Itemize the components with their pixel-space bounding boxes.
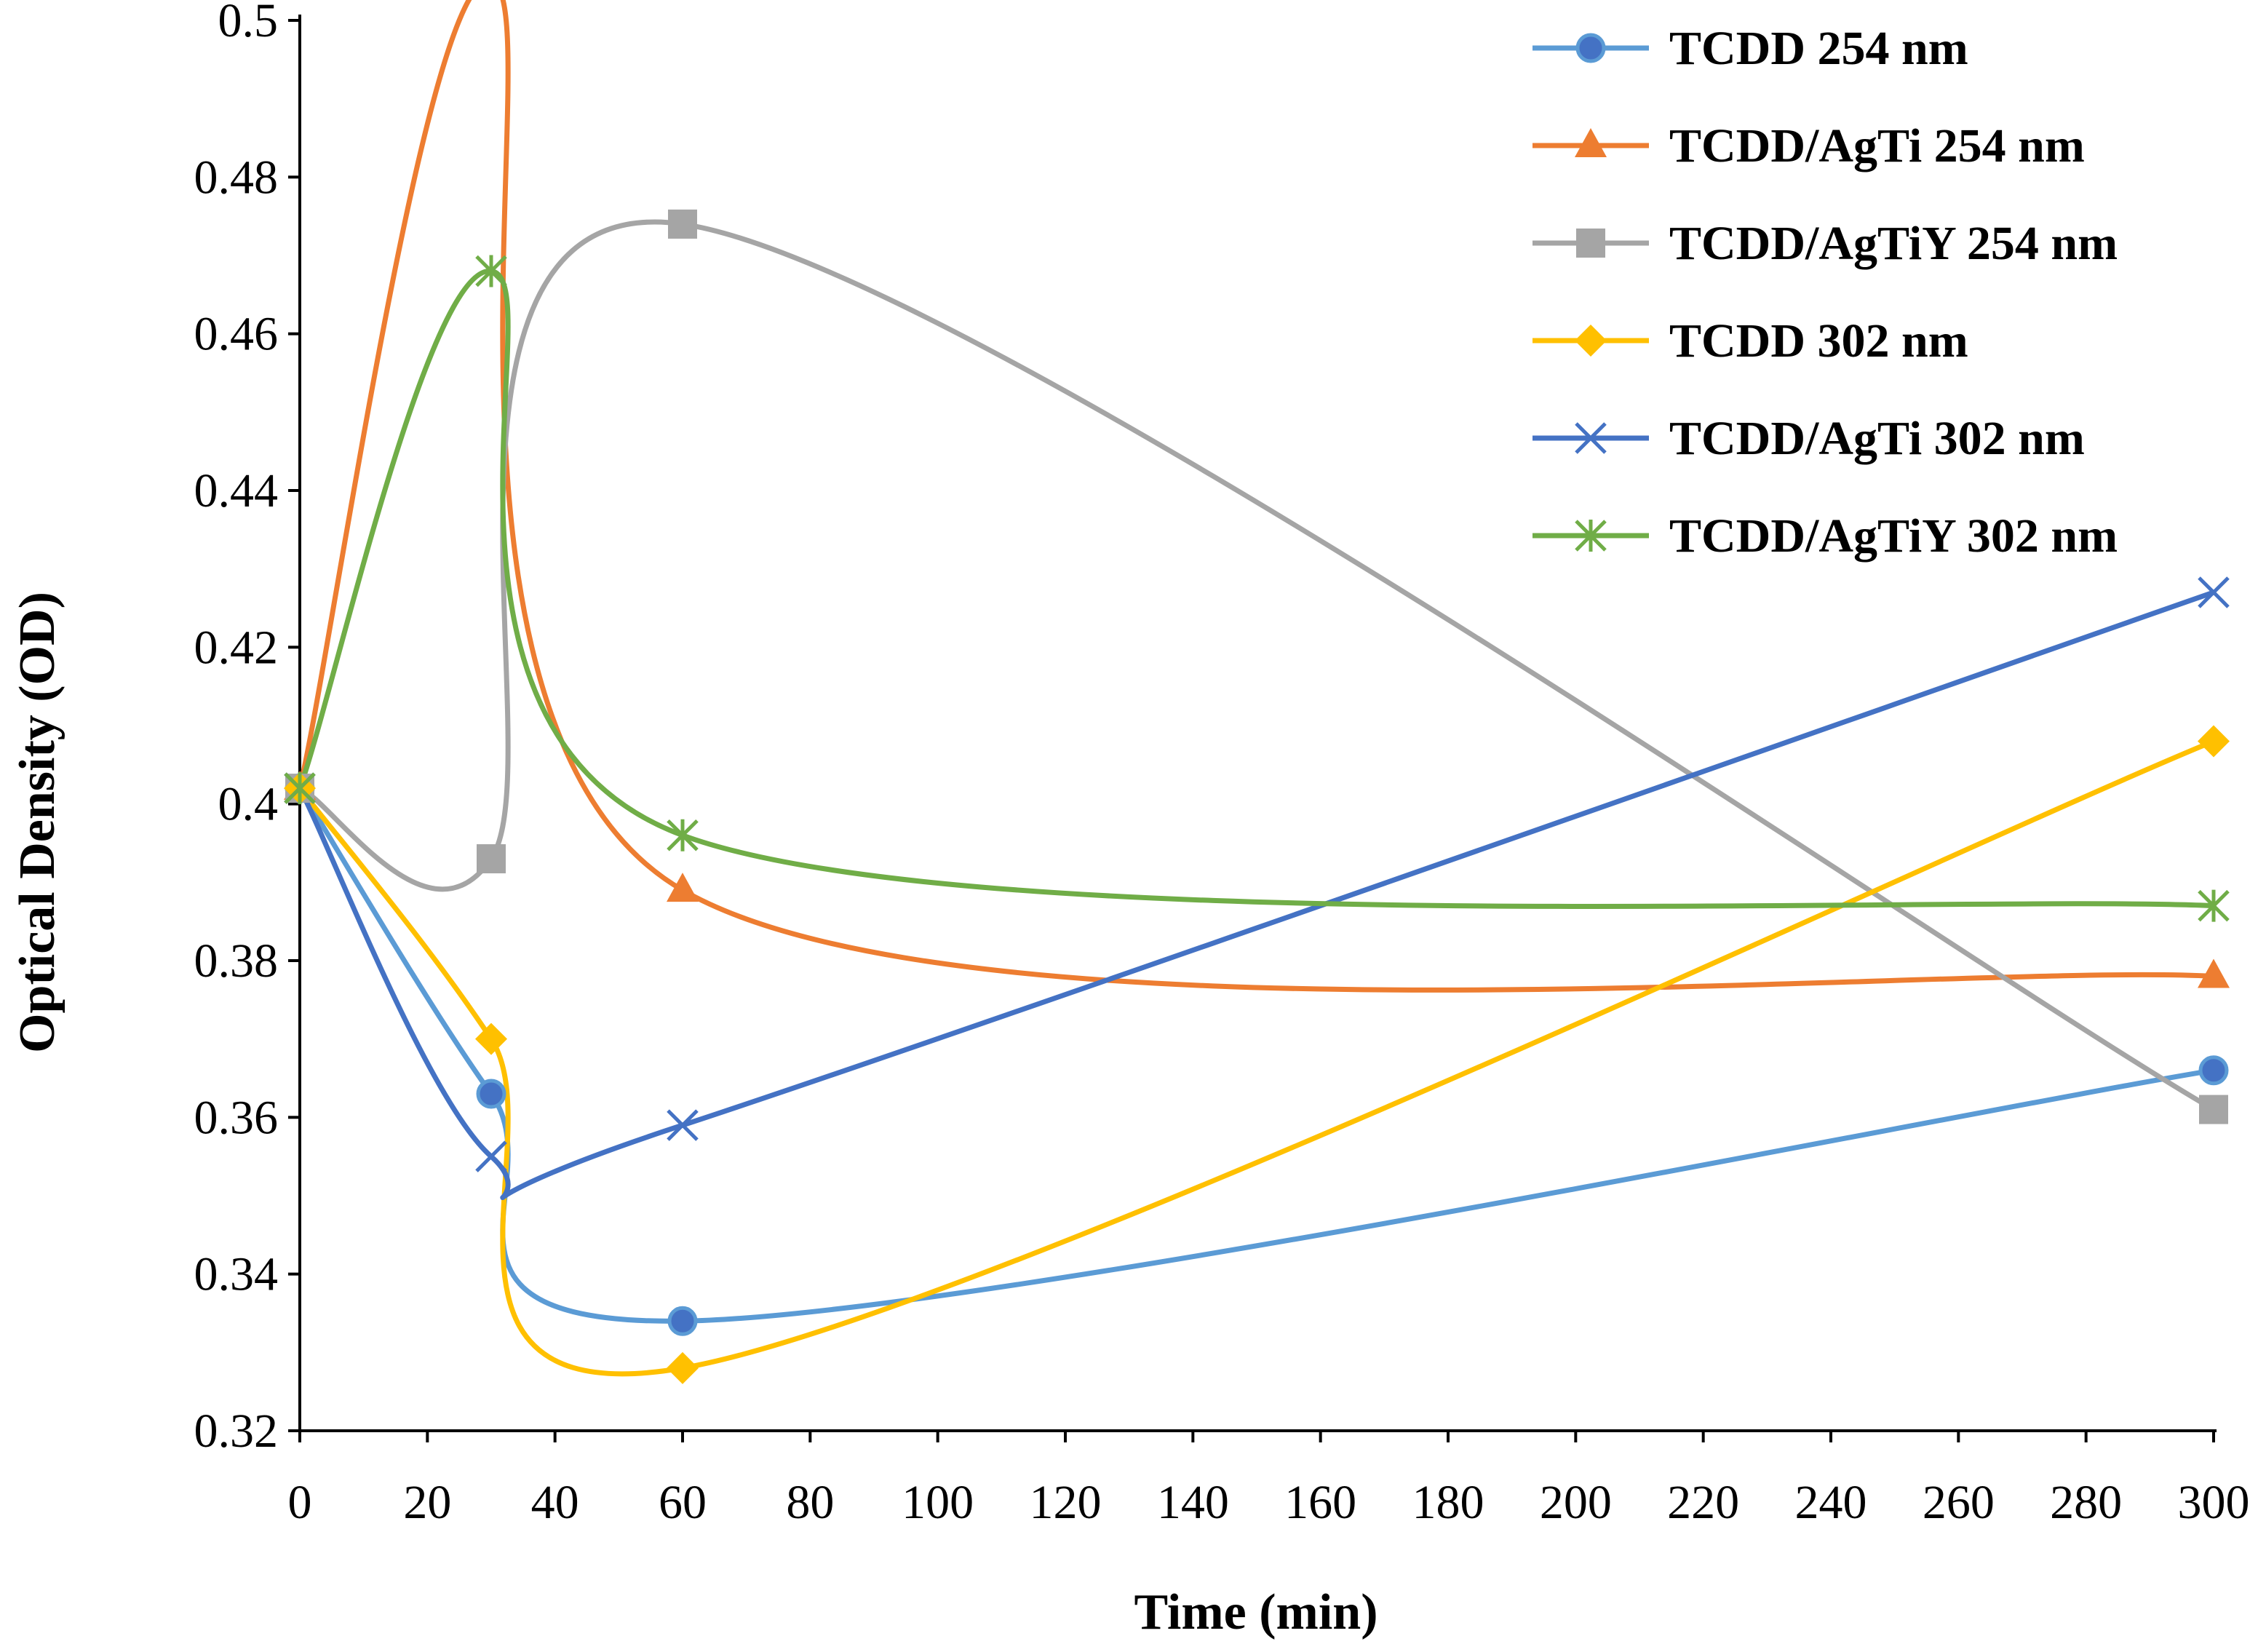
- legend-swatch-marker: [1576, 229, 1605, 258]
- series-4-point: [2198, 725, 2230, 758]
- y-tick-label: 0.46: [194, 308, 279, 361]
- x-tick-label: 120: [1030, 1476, 1102, 1529]
- x-tick-label: 280: [2050, 1476, 2122, 1529]
- x-tick-label: 200: [1540, 1476, 1612, 1529]
- series-6-point: [667, 819, 699, 851]
- axes: 0.32 0.34 0.36 0.38 0.4 0.42 0.44 0.46 0.48 0.5 0 2…: [194, 0, 2250, 1529]
- series-3-line: [297, 219, 2217, 1113]
- legend-item-3: TCDD/AgTiY 254 nm: [1533, 217, 2118, 270]
- y-tick-label: 0.48: [194, 151, 279, 204]
- marker-shape: [2198, 1055, 2229, 1086]
- x-tick-label: 160: [1284, 1476, 1356, 1529]
- legend-label: TCDD 302 nm: [1669, 314, 1968, 368]
- y-tick-label: 0.34: [194, 1248, 279, 1301]
- series-4-point: [667, 1351, 699, 1384]
- marker-shape: [668, 209, 697, 239]
- x-tick-label: 180: [1412, 1476, 1484, 1529]
- y-tick-label: 0.38: [194, 934, 279, 988]
- series-6-line: [297, 269, 2217, 909]
- series-3-point: [668, 209, 697, 239]
- marker-shape: [476, 1079, 506, 1109]
- y-tick-label: 0.5: [218, 0, 279, 47]
- legend-item-6: TCDD/AgTiY 302 nm: [1533, 509, 2118, 563]
- marker-shape: [1576, 229, 1605, 258]
- x-tick-label: 0: [288, 1476, 312, 1529]
- series-3-point: [2199, 1095, 2228, 1124]
- y-tick-label: 0.32: [194, 1405, 279, 1458]
- x-tick-label: 220: [1667, 1476, 1739, 1529]
- marker-shape: [667, 1109, 699, 1141]
- y-tick-label: 0.36: [194, 1091, 279, 1144]
- series-2-point: [2198, 958, 2230, 988]
- y-tick-label: 0.44: [194, 464, 279, 517]
- x-tick-label: 140: [1157, 1476, 1229, 1529]
- marker-shape: [667, 1351, 699, 1384]
- series-2-line: [297, 0, 2217, 993]
- series-1-line: [297, 785, 2217, 1324]
- legend-label: TCDD 254 nm: [1669, 22, 1968, 75]
- x-tick-label: 80: [786, 1476, 834, 1529]
- legend-label: TCDD/AgTiY 302 nm: [1669, 509, 2118, 563]
- series-5-point: [667, 1109, 699, 1141]
- y-axis-title: Optical Density (OD): [9, 592, 65, 1053]
- x-axis-title: Time (min): [1134, 1584, 1378, 1640]
- series-4-line: [297, 739, 2217, 1377]
- marker-shape: [667, 873, 699, 902]
- series-5-line: [297, 589, 2217, 1201]
- x-tick-label: 240: [1795, 1476, 1867, 1529]
- marker-shape: [475, 1140, 507, 1172]
- y-tick-label: 0.4: [218, 778, 279, 831]
- series-1-point: [476, 1079, 506, 1109]
- legend-item-2: TCDD/AgTi 254 nm: [1533, 119, 2085, 172]
- marker-shape: [1575, 325, 1607, 357]
- series-6-point: [2198, 889, 2230, 922]
- series-markers: [284, 209, 2230, 1384]
- series-5-point: [475, 1140, 507, 1172]
- legend-label: TCDD/AgTiY 254 nm: [1669, 217, 2118, 270]
- legend-label: TCDD/AgTi 254 nm: [1669, 119, 2085, 172]
- x-tick-label: 60: [659, 1476, 707, 1529]
- series-2-point: [667, 873, 699, 902]
- marker-shape: [2198, 576, 2230, 608]
- legend-swatch-marker: [1575, 422, 1607, 454]
- x-tick-label: 300: [2178, 1476, 2250, 1529]
- legend-swatch-marker: [1575, 33, 1606, 63]
- legend-item-4: TCDD 302 nm: [1533, 314, 1968, 368]
- series-5-point: [2198, 576, 2230, 608]
- series-6-point: [475, 255, 507, 287]
- marker-shape: [2198, 958, 2230, 988]
- marker-shape: [667, 1306, 698, 1336]
- marker-shape: [1575, 128, 1607, 157]
- series-4-point: [475, 1022, 507, 1055]
- x-tick-label: 20: [403, 1476, 451, 1529]
- x-tick-label: 100: [902, 1476, 974, 1529]
- legend-swatch-marker: [1575, 520, 1607, 552]
- legend: TCDD 254 nm TCDD/AgTi 254 nm TCDD/AgTiY 25…: [1533, 22, 2118, 563]
- marker-shape: [1575, 422, 1607, 454]
- series-1-point: [2198, 1055, 2229, 1086]
- marker-shape: [475, 1022, 507, 1055]
- x-tick-label: 260: [1923, 1476, 1995, 1529]
- legend-swatch-marker: [1575, 128, 1607, 157]
- marker-shape: [1575, 33, 1606, 63]
- legend-item-5: TCDD/AgTi 302 nm: [1533, 412, 2085, 465]
- series-lines: [297, 0, 2217, 1377]
- legend-label: TCDD/AgTi 302 nm: [1669, 412, 2085, 465]
- x-tick-label: 40: [531, 1476, 579, 1529]
- series-1-point: [667, 1306, 698, 1336]
- marker-shape: [2199, 1095, 2228, 1124]
- legend-item-1: TCDD 254 nm: [1533, 22, 1968, 75]
- marker-shape: [477, 844, 506, 874]
- series-3-point: [477, 844, 506, 874]
- marker-shape: [2198, 725, 2230, 758]
- series-6-point: [284, 772, 316, 805]
- legend-swatch-marker: [1575, 325, 1607, 357]
- y-tick-label: 0.42: [194, 621, 279, 674]
